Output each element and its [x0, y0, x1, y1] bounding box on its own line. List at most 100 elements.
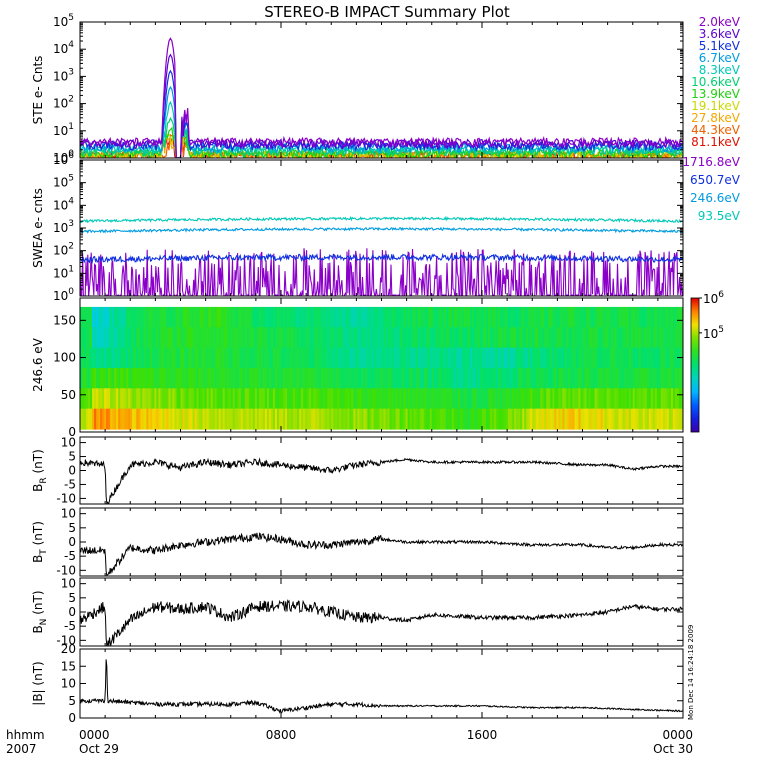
heat-cell	[484, 367, 487, 389]
heat-cell	[614, 367, 618, 389]
heat-cell	[457, 408, 461, 430]
heat-cell	[90, 388, 93, 410]
heat-cell	[600, 327, 604, 349]
heat-cell	[339, 347, 342, 369]
heat-cell	[104, 367, 107, 389]
heat-cell	[496, 408, 499, 430]
heat-cell	[610, 327, 614, 349]
heat-cell	[482, 306, 485, 328]
heat-cell	[295, 367, 298, 389]
heat-cell	[309, 347, 312, 369]
heat-cell	[608, 408, 612, 430]
heat-cell	[622, 347, 626, 369]
heat-cell	[417, 327, 421, 349]
heat-cell	[140, 347, 143, 369]
heat-cell	[281, 347, 284, 369]
heat-cell	[486, 327, 489, 349]
heat-cell	[524, 367, 527, 389]
heat-cell	[160, 388, 164, 410]
heat-cell	[381, 347, 385, 369]
heat-cell	[397, 367, 401, 389]
heat-cell	[311, 367, 314, 389]
heat-cell	[144, 367, 147, 389]
heat-cell	[504, 388, 507, 410]
heat-cell	[510, 388, 513, 410]
heat-cell	[126, 408, 129, 430]
heat-cell	[357, 388, 360, 410]
heat-cell	[194, 367, 198, 389]
heat-cell	[196, 367, 200, 389]
y-tick-label: 101	[53, 122, 74, 138]
heat-cell	[116, 388, 119, 410]
heat-cell	[514, 306, 517, 328]
heat-cell	[387, 347, 391, 369]
heat-cell	[232, 327, 236, 349]
heat-cell	[670, 306, 674, 328]
heat-cell	[335, 388, 338, 410]
heat-cell	[459, 367, 463, 389]
heat-cell	[96, 388, 99, 410]
heat-cell	[238, 388, 242, 410]
heat-cell	[293, 408, 296, 430]
heat-cell	[616, 388, 620, 410]
heat-cell	[484, 306, 487, 328]
heat-cell	[287, 408, 290, 430]
heat-cell	[479, 388, 483, 410]
heat-cell	[488, 306, 491, 328]
y-tick-label: -5	[64, 619, 76, 633]
heat-cell	[403, 408, 407, 430]
heat-cell	[363, 306, 367, 328]
heat-cell	[194, 408, 198, 430]
heat-cell	[652, 327, 656, 349]
heat-cell	[455, 306, 459, 328]
heat-cell	[510, 408, 513, 430]
heat-cell	[206, 388, 210, 410]
heat-cell	[532, 347, 535, 369]
heat-cell	[484, 327, 487, 349]
heat-cell	[486, 367, 489, 389]
heat-cell	[578, 367, 582, 389]
heat-cell	[299, 388, 302, 410]
heat-cell	[252, 327, 256, 349]
heat-cell	[331, 367, 334, 389]
heat-cell	[154, 306, 157, 328]
heat-cell	[204, 327, 208, 349]
heat-cell	[660, 408, 664, 430]
heat-cell	[604, 388, 608, 410]
heat-cell	[648, 347, 652, 369]
heat-cell	[152, 306, 155, 328]
heat-cell	[582, 408, 586, 430]
heat-cell	[194, 306, 198, 328]
heat-cell	[407, 347, 411, 369]
heat-cell	[467, 347, 471, 369]
heat-cell	[496, 306, 499, 328]
heat-cell	[186, 306, 190, 328]
y-tick-label: 102	[53, 242, 74, 258]
heat-cell	[522, 388, 525, 410]
heat-cell	[449, 367, 453, 389]
heat-cell	[112, 306, 115, 328]
heat-cell	[654, 327, 658, 349]
heat-cell	[516, 327, 519, 349]
heat-cell	[586, 327, 590, 349]
tick-base: 10	[53, 289, 68, 303]
heat-cell	[658, 367, 662, 389]
tick-base: 10	[53, 153, 68, 167]
heat-cell	[391, 327, 395, 349]
heat-cell	[94, 388, 97, 410]
heat-cell	[451, 367, 455, 389]
heat-cell	[602, 388, 606, 410]
heat-cell	[405, 347, 409, 369]
heat-cell	[232, 347, 236, 369]
heat-cell	[194, 347, 198, 369]
heat-cell	[136, 367, 139, 389]
heat-cell	[544, 347, 547, 369]
heat-cell	[148, 327, 151, 349]
heat-cell	[652, 306, 656, 328]
heat-cell	[439, 388, 443, 410]
heat-cell	[240, 388, 244, 410]
heat-cell	[602, 367, 606, 389]
heat-cell	[278, 306, 282, 328]
heat-cell	[473, 347, 477, 369]
heat-cell	[498, 367, 501, 389]
